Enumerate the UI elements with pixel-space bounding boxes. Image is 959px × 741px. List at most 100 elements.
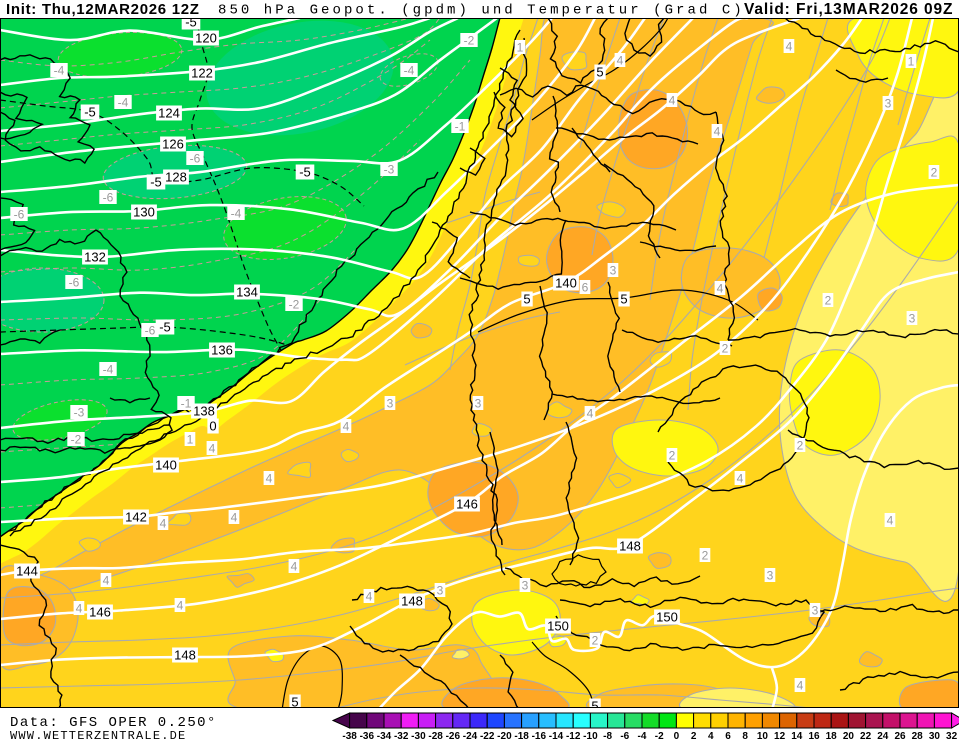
svg-text:4: 4 bbox=[617, 53, 624, 67]
svg-text:-5: -5 bbox=[185, 15, 197, 30]
svg-text:30: 30 bbox=[929, 731, 941, 741]
svg-text:-26: -26 bbox=[446, 731, 461, 741]
svg-text:8: 8 bbox=[742, 731, 748, 741]
svg-text:4: 4 bbox=[887, 513, 894, 527]
svg-text:3: 3 bbox=[767, 568, 774, 582]
svg-text:-10: -10 bbox=[583, 731, 598, 741]
svg-text:124: 124 bbox=[158, 106, 180, 121]
svg-text:-38: -38 bbox=[342, 731, 357, 741]
svg-text:5: 5 bbox=[291, 695, 298, 710]
svg-text:146: 146 bbox=[89, 605, 111, 620]
svg-text:4: 4 bbox=[177, 598, 184, 612]
svg-text:-6: -6 bbox=[14, 207, 25, 221]
svg-text:-3: -3 bbox=[384, 162, 395, 176]
svg-text:4: 4 bbox=[231, 510, 238, 524]
svg-text:14: 14 bbox=[791, 731, 803, 741]
svg-text:4: 4 bbox=[266, 471, 273, 485]
svg-text:3: 3 bbox=[610, 263, 617, 277]
svg-text:22: 22 bbox=[860, 731, 872, 741]
svg-text:130: 130 bbox=[133, 205, 155, 220]
svg-text:32: 32 bbox=[946, 731, 958, 741]
svg-text:4: 4 bbox=[717, 281, 724, 295]
svg-text:850 hPa Geopot. (gpdm) und Tem: 850 hPa Geopot. (gpdm) und Temperatur (G… bbox=[218, 3, 745, 19]
svg-text:3: 3 bbox=[885, 96, 892, 110]
svg-text:-16: -16 bbox=[532, 731, 547, 741]
svg-text:5: 5 bbox=[620, 292, 627, 307]
svg-text:4: 4 bbox=[669, 93, 676, 107]
svg-text:16: 16 bbox=[808, 731, 820, 741]
svg-text:20: 20 bbox=[843, 731, 855, 741]
svg-text:4: 4 bbox=[160, 516, 167, 530]
svg-text:2: 2 bbox=[592, 633, 599, 647]
svg-text:3: 3 bbox=[437, 583, 444, 597]
svg-text:1: 1 bbox=[187, 432, 194, 446]
svg-text:138: 138 bbox=[193, 404, 215, 419]
svg-text:28: 28 bbox=[912, 731, 924, 741]
svg-text:-5: -5 bbox=[159, 320, 171, 335]
svg-text:24: 24 bbox=[877, 731, 889, 741]
svg-text:4: 4 bbox=[291, 559, 298, 573]
svg-text:-6: -6 bbox=[103, 190, 114, 204]
svg-text:2: 2 bbox=[702, 548, 709, 562]
svg-text:4: 4 bbox=[343, 419, 350, 433]
svg-text:-1: -1 bbox=[455, 119, 466, 133]
svg-text:-30: -30 bbox=[411, 731, 426, 741]
svg-text:-36: -36 bbox=[360, 731, 375, 741]
svg-text:6: 6 bbox=[582, 280, 589, 294]
svg-text:4: 4 bbox=[737, 471, 744, 485]
svg-text:-14: -14 bbox=[549, 731, 564, 741]
svg-text:-32: -32 bbox=[394, 731, 409, 741]
svg-text:0: 0 bbox=[674, 731, 680, 741]
svg-text:148: 148 bbox=[174, 648, 196, 663]
svg-text:-1: -1 bbox=[181, 396, 192, 410]
svg-text:-6: -6 bbox=[145, 323, 156, 337]
svg-text:3: 3 bbox=[387, 396, 394, 410]
svg-text:-6: -6 bbox=[190, 151, 201, 165]
svg-text:-2: -2 bbox=[71, 432, 82, 446]
svg-text:2: 2 bbox=[691, 731, 697, 741]
svg-text:-18: -18 bbox=[514, 731, 529, 741]
svg-text:6: 6 bbox=[725, 731, 731, 741]
svg-text:-28: -28 bbox=[428, 731, 443, 741]
svg-text:4: 4 bbox=[786, 39, 793, 53]
svg-text:3: 3 bbox=[522, 578, 529, 592]
svg-text:0: 0 bbox=[209, 419, 216, 434]
svg-text:-12: -12 bbox=[566, 731, 581, 741]
svg-text:-24: -24 bbox=[463, 731, 478, 741]
svg-text:-6: -6 bbox=[620, 731, 629, 741]
svg-text:10: 10 bbox=[757, 731, 769, 741]
svg-text:5: 5 bbox=[596, 65, 603, 80]
svg-text:26: 26 bbox=[894, 731, 906, 741]
svg-text:2: 2 bbox=[797, 438, 804, 452]
svg-text:150: 150 bbox=[547, 619, 569, 634]
svg-text:4: 4 bbox=[587, 406, 594, 420]
svg-text:-5: -5 bbox=[150, 175, 162, 190]
svg-text:4: 4 bbox=[797, 678, 804, 692]
svg-text:-22: -22 bbox=[480, 731, 495, 741]
svg-text:3: 3 bbox=[909, 311, 916, 325]
svg-text:144: 144 bbox=[16, 564, 38, 579]
svg-text:Valid: Fri,13MAR2026 09Z: Valid: Fri,13MAR2026 09Z bbox=[744, 1, 953, 18]
svg-text:5: 5 bbox=[591, 699, 598, 714]
svg-text:4: 4 bbox=[103, 573, 110, 587]
svg-text:-5: -5 bbox=[84, 105, 96, 120]
svg-text:2: 2 bbox=[825, 293, 832, 307]
svg-text:2: 2 bbox=[669, 448, 676, 462]
svg-text:134: 134 bbox=[236, 285, 258, 300]
svg-text:122: 122 bbox=[191, 66, 213, 81]
svg-text:132: 132 bbox=[84, 250, 106, 265]
svg-text:120: 120 bbox=[195, 31, 217, 46]
svg-text:-2: -2 bbox=[289, 297, 300, 311]
svg-text:148: 148 bbox=[401, 594, 423, 609]
svg-text:150: 150 bbox=[656, 610, 678, 625]
svg-text:-3: -3 bbox=[74, 405, 85, 419]
svg-text:-4: -4 bbox=[638, 731, 647, 741]
svg-text:-34: -34 bbox=[377, 731, 392, 741]
svg-text:5: 5 bbox=[523, 292, 530, 307]
svg-text:-4: -4 bbox=[231, 206, 242, 220]
svg-text:-4: -4 bbox=[118, 95, 129, 109]
svg-text:4: 4 bbox=[209, 441, 216, 455]
svg-text:146: 146 bbox=[456, 497, 478, 512]
svg-text:-2: -2 bbox=[655, 731, 664, 741]
svg-text:4: 4 bbox=[708, 731, 714, 741]
